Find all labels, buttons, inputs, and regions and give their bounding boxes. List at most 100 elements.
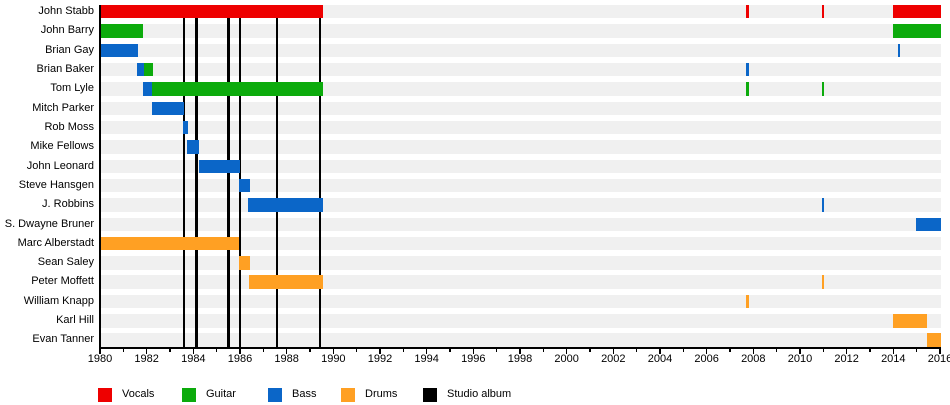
timeline-bar-guitar xyxy=(746,82,750,96)
member-name-label: Mike Fellows xyxy=(30,140,94,153)
x-axis-tick-label: 1992 xyxy=(367,353,393,365)
x-axis-minor-tick xyxy=(869,349,871,352)
member-name-label: J. Robbins xyxy=(42,198,94,211)
timeline-bar-bass xyxy=(898,43,901,58)
row-stripe xyxy=(100,120,941,135)
x-axis-tick-label: 1994 xyxy=(414,353,439,365)
timeline-bar-drums xyxy=(926,333,942,347)
x-axis-tick-label: 1996 xyxy=(461,353,486,365)
x-axis-tick-label: 2012 xyxy=(834,353,859,365)
x-axis-minor-tick xyxy=(682,349,685,352)
timeline-bar-drums xyxy=(893,314,927,328)
timeline-bar-guitar xyxy=(144,62,153,77)
x-axis-minor-tick xyxy=(355,349,358,352)
member-name-label: John Barry xyxy=(40,24,94,37)
member-name-label: Evan Tanner xyxy=(32,333,94,346)
row-stripe xyxy=(100,314,941,328)
x-axis-major-tick xyxy=(472,349,475,354)
x-axis-major-tick xyxy=(939,349,941,354)
member-name-label: S. Dwayne Bruner xyxy=(4,217,94,230)
studio-album-line xyxy=(195,5,198,347)
member-name-label: Steve Hansgen xyxy=(18,178,94,191)
studio-album-line xyxy=(275,5,278,347)
x-axis-minor-tick xyxy=(122,349,125,352)
timeline-bar-bass xyxy=(238,178,251,193)
x-axis-tick-label: 2008 xyxy=(741,353,766,365)
x-axis-tick-label: 1986 xyxy=(227,353,253,365)
member-name-label: Peter Moffett xyxy=(31,275,94,288)
x-axis-minor-tick xyxy=(495,349,498,352)
legend-swatch-bass xyxy=(268,388,282,402)
legend-swatch-drums xyxy=(341,388,355,402)
x-axis-tick-label: 2000 xyxy=(554,353,579,365)
member-name-label: Rob Moss xyxy=(44,120,94,133)
legend-label: Guitar xyxy=(206,388,236,400)
member-name-label: Marc Alberstadt xyxy=(17,236,94,249)
x-axis-major-tick xyxy=(519,349,521,354)
x-axis-major-tick xyxy=(425,349,428,354)
member-name-label: Karl Hill xyxy=(56,314,94,327)
x-axis-major-tick xyxy=(332,349,335,354)
member-name-label: Brian Baker xyxy=(36,62,94,75)
x-axis-major-tick xyxy=(845,349,848,354)
x-axis-major-tick xyxy=(99,349,101,354)
row-stripe xyxy=(100,24,941,38)
legend-label: Bass xyxy=(292,388,317,400)
timeline-bar-bass xyxy=(746,62,750,77)
timeline-bar-guitar xyxy=(100,24,143,38)
y-axis-line xyxy=(99,5,101,349)
x-axis-minor-tick xyxy=(542,349,545,352)
member-name-label: Mitch Parker xyxy=(32,101,94,114)
row-stripe xyxy=(100,62,941,77)
x-axis-minor-tick xyxy=(309,349,311,352)
timeline-bar-bass xyxy=(183,120,189,135)
row-stripe xyxy=(100,178,941,193)
legend-label: Vocals xyxy=(122,388,155,400)
x-axis-tick-label: 2014 xyxy=(881,353,906,365)
x-axis-major-tick xyxy=(379,349,381,354)
studio-album-line xyxy=(238,5,242,347)
x-axis-minor-tick xyxy=(402,349,405,352)
x-axis-minor-tick xyxy=(169,349,171,352)
timeline-bar-bass xyxy=(915,217,942,231)
x-axis-minor-tick xyxy=(449,349,451,352)
timeline-bar-drums xyxy=(100,236,240,251)
x-axis-major-tick xyxy=(145,349,148,354)
x-axis-major-tick xyxy=(705,349,708,354)
timeline-bar-drums xyxy=(248,275,324,289)
member-name-label: Tom Lyle xyxy=(50,82,94,95)
row-stripe xyxy=(100,43,941,58)
timeline-bar-bass xyxy=(142,82,153,96)
legend-label: Studio album xyxy=(447,388,512,400)
timeline-bar-guitar xyxy=(152,82,323,96)
timeline-bar-bass xyxy=(248,198,324,212)
timeline-bar-drums xyxy=(822,275,825,289)
row-stripe xyxy=(100,333,941,347)
row-stripe xyxy=(100,140,941,154)
timeline-bar-bass xyxy=(151,101,184,115)
row-stripe xyxy=(100,236,941,251)
legend-swatch-vocals xyxy=(98,388,112,402)
x-axis-major-tick xyxy=(285,349,288,354)
x-axis-minor-tick xyxy=(589,349,591,352)
x-axis-minor-tick xyxy=(915,349,918,352)
row-stripe xyxy=(100,198,941,212)
timeline-bar-bass xyxy=(199,159,240,173)
x-axis-tick-label: 1980 xyxy=(87,353,113,365)
x-axis-major-tick xyxy=(799,349,801,354)
x-axis-major-tick xyxy=(892,349,895,354)
x-axis-tick-label: 2006 xyxy=(694,353,719,365)
x-axis-major-tick xyxy=(192,349,195,354)
x-axis-tick-label: 2004 xyxy=(647,353,673,365)
member-name-label: John Stabb xyxy=(38,5,94,17)
x-axis-major-tick xyxy=(752,349,755,354)
timeline-bar-vocals xyxy=(746,5,750,19)
studio-album-line xyxy=(227,5,230,347)
timeline-bar-guitar xyxy=(822,82,825,96)
studio-album-line xyxy=(318,5,322,347)
x-axis-major-tick xyxy=(612,349,615,354)
legend-label: Drums xyxy=(365,388,398,400)
x-axis-tick-label: 1984 xyxy=(181,353,206,365)
timeline-bar-drums xyxy=(746,294,750,309)
timeline-bar-vocals xyxy=(822,5,825,19)
